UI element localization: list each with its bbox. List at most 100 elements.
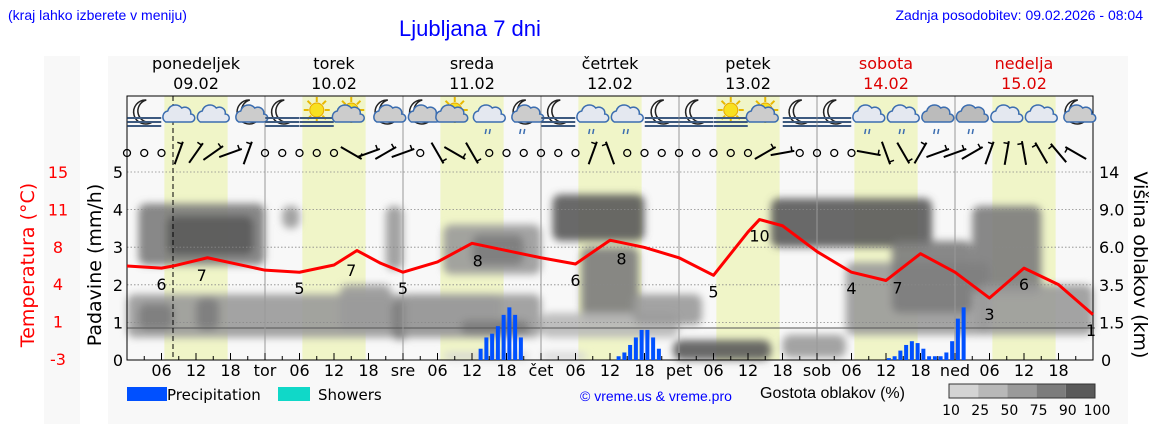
wind-barb bbox=[1064, 147, 1069, 153]
cloud-height-tick: 1.5 bbox=[1099, 313, 1124, 332]
cloud-shape bbox=[472, 104, 506, 123]
cloud-blob bbox=[196, 297, 219, 330]
x-day-label: sob bbox=[803, 361, 831, 380]
cloud-shape bbox=[921, 104, 955, 123]
cloud-density-level: 10 bbox=[942, 403, 960, 419]
wind-barb-icon bbox=[943, 144, 967, 159]
temp-tick: 15 bbox=[48, 163, 68, 182]
wind-calm-icon bbox=[519, 148, 528, 158]
x-day-label: tor bbox=[254, 361, 277, 380]
cloud-blob bbox=[339, 284, 392, 330]
wind-barb-icon bbox=[443, 146, 467, 160]
temperature-axis-label: Temperatura (°C) bbox=[17, 182, 39, 348]
wind-calm-icon bbox=[416, 148, 425, 158]
temperature-label: 6 bbox=[570, 271, 580, 290]
wind-barb bbox=[476, 158, 482, 162]
temp-tick: 8 bbox=[53, 238, 63, 257]
x-hour-label: 18 bbox=[496, 361, 516, 380]
wind-barb-icon bbox=[202, 142, 224, 161]
wind-calm-icon bbox=[830, 148, 839, 158]
rain-mark bbox=[902, 128, 905, 135]
day-name: sreda bbox=[450, 54, 494, 73]
precip-bar bbox=[484, 337, 489, 360]
wind-barb-icon bbox=[770, 146, 795, 157]
wind-barb bbox=[1003, 141, 1009, 145]
wind-barb bbox=[1031, 144, 1037, 148]
wind-calm-icon bbox=[812, 148, 822, 158]
wind-barb bbox=[237, 144, 241, 150]
cloud-shape bbox=[1063, 104, 1097, 123]
cloud-density-level: 75 bbox=[1030, 403, 1048, 419]
dark-cloud-rain-icon bbox=[921, 104, 955, 135]
wind-barb-icon bbox=[242, 141, 253, 165]
wind-shaft bbox=[896, 142, 911, 164]
cloud-shape bbox=[955, 104, 989, 123]
precip-bar bbox=[518, 337, 523, 360]
wind-shaft bbox=[880, 141, 892, 165]
moon-cloud-rain-icon bbox=[511, 99, 545, 135]
cloud-density-level: 100 bbox=[1084, 403, 1111, 419]
x-hour-label: 12 bbox=[324, 361, 344, 380]
cloud-height-tick: 9.0 bbox=[1099, 201, 1124, 220]
wind-calm-icon bbox=[795, 148, 804, 158]
wind-shaft bbox=[242, 141, 253, 165]
sun-cloud-icon bbox=[435, 97, 469, 123]
cloud-shape bbox=[235, 104, 269, 123]
rain-mark bbox=[592, 128, 595, 135]
precip-tick: 3 bbox=[113, 238, 123, 257]
cloud-height-tick: 0 bbox=[1101, 351, 1111, 370]
temperature-label: 7 bbox=[346, 261, 356, 280]
x-hour-label: 18 bbox=[910, 361, 930, 380]
cloud-density-level: 50 bbox=[1000, 403, 1018, 419]
wind-shaft bbox=[356, 147, 381, 159]
precip-tick: 0 bbox=[113, 351, 123, 370]
temperature-label: 8 bbox=[473, 252, 483, 271]
wind-barb bbox=[944, 144, 948, 150]
x-hour-label: 12 bbox=[1014, 361, 1034, 380]
precip-bar bbox=[904, 344, 909, 360]
cloud-blob bbox=[633, 294, 702, 325]
wind-shaft bbox=[984, 141, 995, 165]
precip-bar bbox=[639, 329, 644, 360]
moon-fog-icon bbox=[782, 99, 817, 127]
wind-shaft bbox=[1003, 141, 1010, 165]
rain-mark bbox=[588, 128, 591, 135]
wind-calm-icon bbox=[640, 148, 649, 158]
sun-ray bbox=[321, 100, 327, 106]
copyright-link[interactable]: © vreme.us & vreme.pro bbox=[580, 388, 732, 404]
precip-bar bbox=[513, 314, 518, 360]
sun-ray bbox=[720, 100, 726, 106]
cloud-shape bbox=[373, 104, 407, 123]
cloud-height-tick: 14 bbox=[1099, 163, 1119, 182]
moon-fog-icon bbox=[817, 99, 852, 127]
location-hint-link[interactable]: (kraj lahko izberete v meniju) bbox=[8, 7, 187, 23]
wind-barb-icon bbox=[926, 144, 950, 159]
x-hour-label: 12 bbox=[462, 361, 482, 380]
wind-shaft bbox=[604, 141, 616, 165]
wind-calm-icon bbox=[571, 148, 580, 158]
wind-barb bbox=[601, 143, 607, 147]
wind-barb-icon bbox=[913, 141, 928, 164]
wind-barb bbox=[409, 144, 413, 150]
sun-ray bbox=[755, 100, 761, 106]
wind-barb-icon bbox=[218, 144, 243, 159]
temperature-label: 5 bbox=[294, 279, 304, 298]
rain-mark bbox=[868, 128, 871, 135]
precip-bar bbox=[478, 348, 483, 360]
wind-barb-icon bbox=[356, 144, 381, 159]
cloud-shape bbox=[1024, 104, 1058, 123]
cloud-shape bbox=[886, 104, 920, 123]
moon-fog-icon bbox=[541, 99, 576, 127]
wind-calm-icon bbox=[157, 148, 166, 158]
x-hour-label: 12 bbox=[738, 361, 758, 380]
moon-fog-icon bbox=[265, 99, 300, 127]
cloud-blob bbox=[385, 205, 403, 270]
precip-bar bbox=[938, 356, 943, 360]
wind-shaft bbox=[1020, 141, 1028, 165]
wind-calm-icon bbox=[485, 148, 494, 158]
wind-shaft bbox=[754, 146, 777, 160]
rain-mark bbox=[864, 128, 867, 135]
wind-barb-icon bbox=[601, 141, 616, 165]
wind-shaft bbox=[188, 142, 204, 164]
wind-calm-icon bbox=[726, 148, 735, 158]
